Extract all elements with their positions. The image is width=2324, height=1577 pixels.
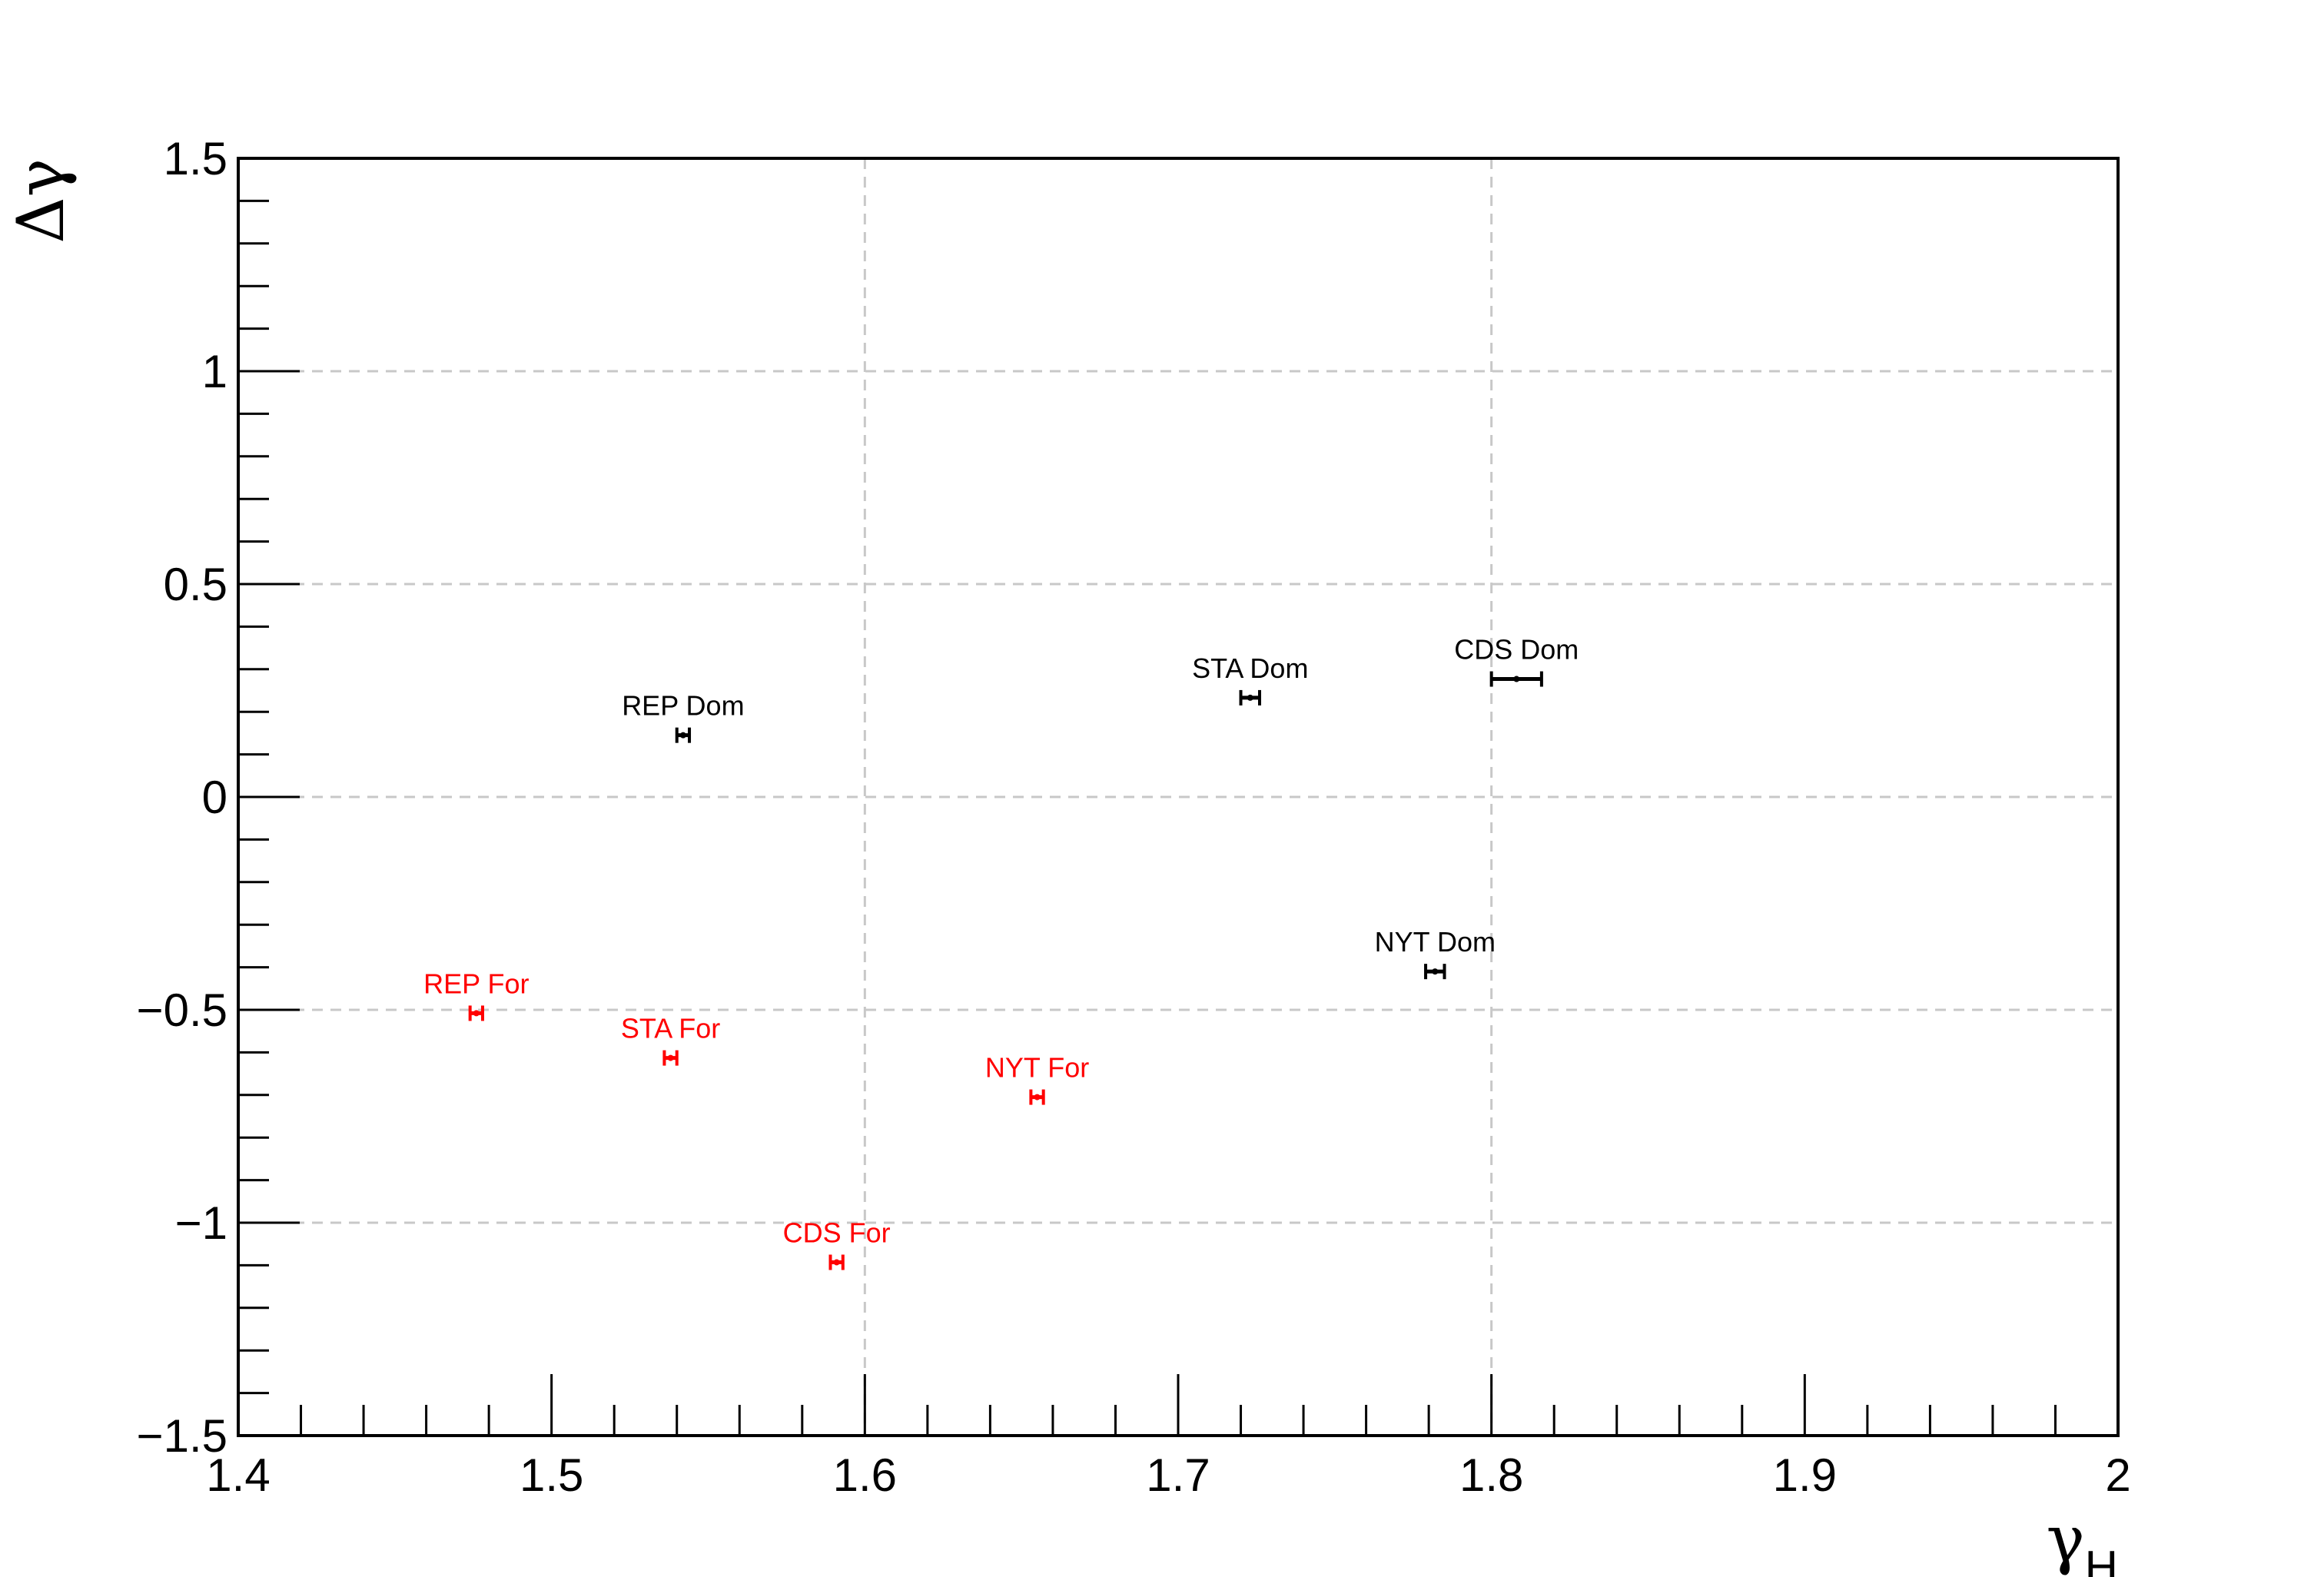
x-tick-label: 1.8 <box>1459 1449 1523 1501</box>
point-label: NYT Dom <box>1375 926 1496 958</box>
data-points: REP Dom STA Dom CDS Dom NYT Dom REP For STA F… <box>423 634 1579 1270</box>
point-marker <box>1513 676 1520 682</box>
tick-labels: 1.4 1.5 1.6 1.7 1.8 1.9 2 −1.5 −1 −0.5 0 0.5 1 1.5 <box>137 133 2131 1501</box>
point-marker <box>473 1010 480 1017</box>
data-point: STA For <box>621 1013 720 1066</box>
x-tick-label: 1.7 <box>1146 1449 1210 1501</box>
point-marker <box>679 732 686 739</box>
x-axis-title: γH <box>2046 1502 2118 1577</box>
data-point: NYT For <box>985 1052 1089 1105</box>
data-point: CDS Dom <box>1454 634 1579 687</box>
point-label: REP Dom <box>622 690 744 722</box>
data-point: STA Dom <box>1192 652 1308 706</box>
point-label: STA Dom <box>1192 652 1308 684</box>
point-label: CDS Dom <box>1454 634 1579 666</box>
y-tick-label: 0 <box>202 772 227 823</box>
data-point: NYT Dom <box>1375 926 1496 980</box>
y-axis-title: Δγ <box>3 158 78 244</box>
grid-lines <box>238 158 2118 1436</box>
y-tick-label: −1.5 <box>137 1410 227 1462</box>
x-tick-label: 1.6 <box>833 1449 897 1501</box>
point-marker <box>1432 968 1439 975</box>
plot-frame <box>237 157 2120 1437</box>
point-marker <box>1034 1094 1041 1101</box>
x-axis-title-subscript: H <box>2085 1542 2118 1577</box>
point-label: CDS For <box>783 1217 891 1249</box>
data-point: REP Dom <box>622 690 745 743</box>
y-tick-label: 1.5 <box>164 133 227 184</box>
x-axis-title-main: γ <box>2046 1502 2084 1577</box>
y-tick-label: −0.5 <box>137 984 227 1036</box>
point-marker <box>667 1054 674 1061</box>
point-marker <box>1247 694 1253 701</box>
y-tick-label: 0.5 <box>164 559 227 610</box>
x-tick-label: 1.5 <box>520 1449 583 1501</box>
point-marker <box>833 1259 840 1266</box>
x-tick-label: 1.4 <box>206 1449 270 1501</box>
point-label: REP For <box>423 968 529 999</box>
data-point: REP For <box>423 968 530 1021</box>
data-point: CDS For <box>783 1217 891 1270</box>
x-tick-label: 1.9 <box>1773 1449 1837 1501</box>
y-tick-label: 1 <box>202 346 227 397</box>
point-label: STA For <box>621 1013 720 1044</box>
point-label: NYT For <box>985 1052 1089 1084</box>
x-tick-label: 2 <box>2105 1449 2130 1501</box>
y-tick-label: −1 <box>175 1197 227 1249</box>
axis-ticks <box>237 157 2120 1437</box>
